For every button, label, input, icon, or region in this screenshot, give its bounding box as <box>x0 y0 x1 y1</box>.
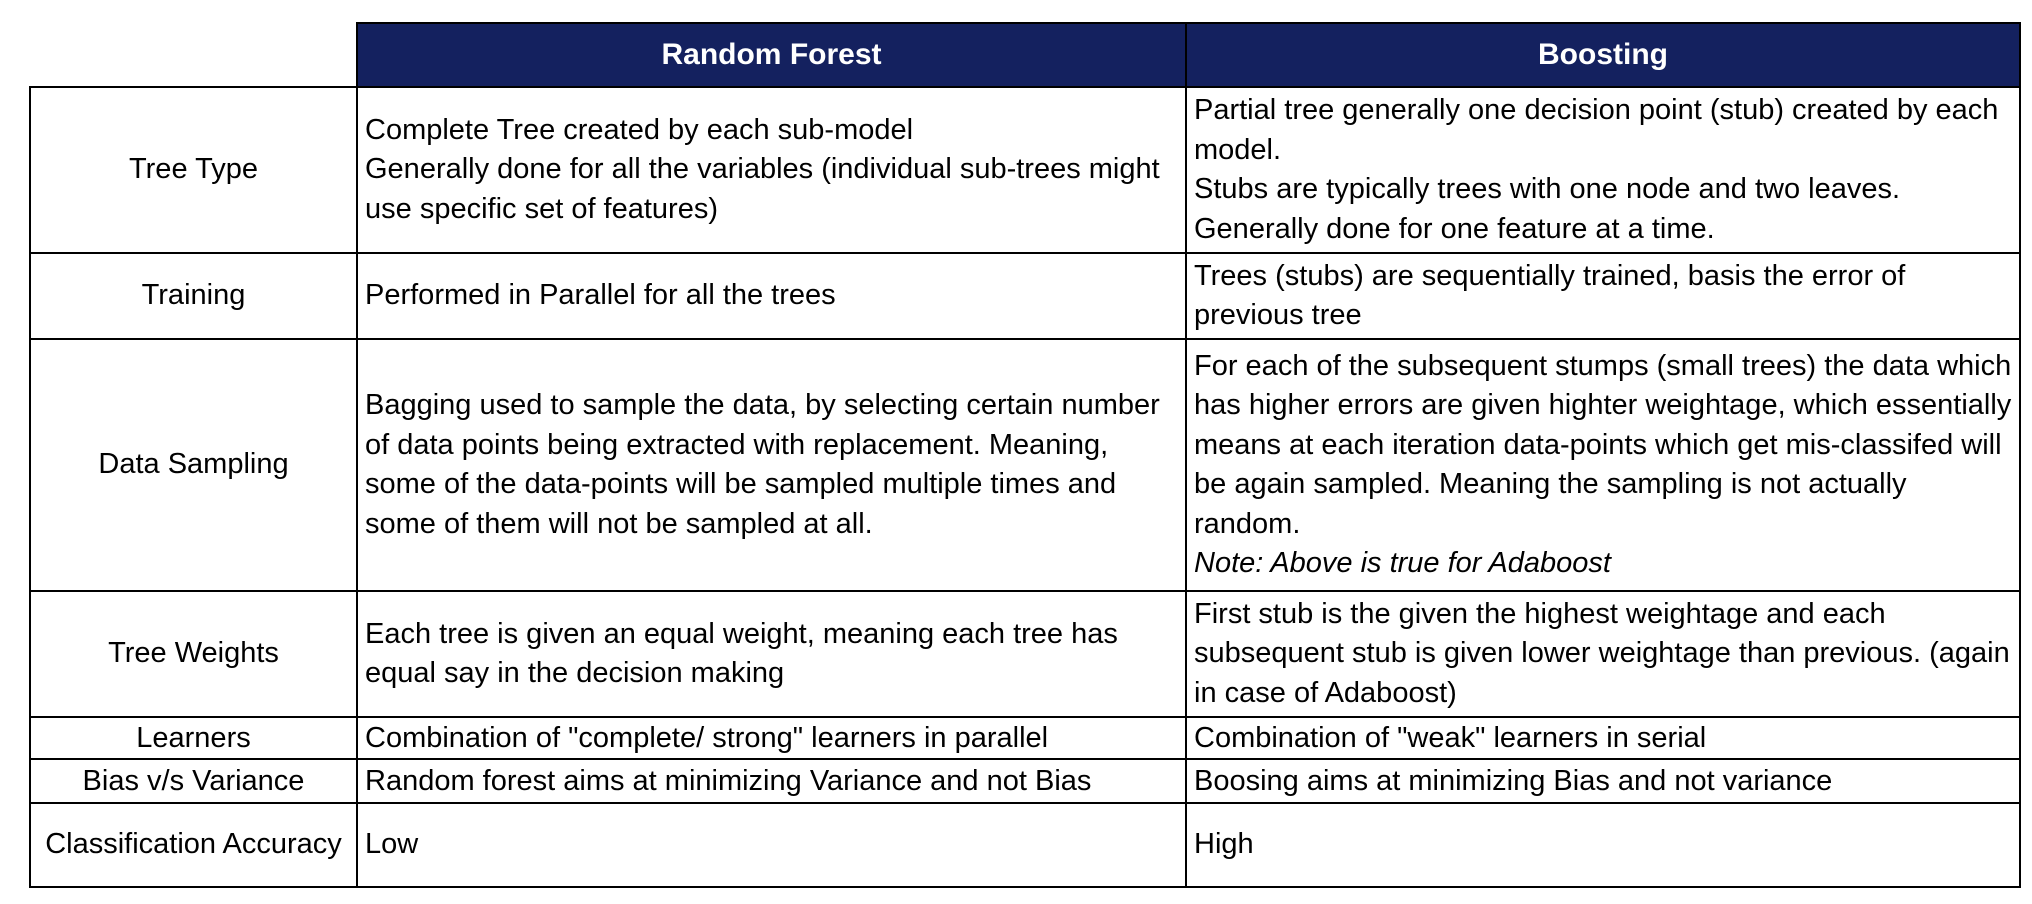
cell-line: Each tree is given an equal weight, mean… <box>365 617 1118 690</box>
cell-line: Bagging used to sample the data, by sele… <box>365 389 1160 540</box>
table-row: Tree Type Complete Tree created by each … <box>29 86 2021 254</box>
cell-random-forest-tree-weights: Each tree is given an equal weight, mean… <box>356 590 1187 718</box>
cell-line: Combination of "complete/ strong" learne… <box>365 722 1049 754</box>
comparison-table: Random Forest Boosting Tree Type Complet… <box>29 22 2021 888</box>
table-row: Classification Accuracy Low High <box>29 802 2021 888</box>
cell-line: Low <box>365 828 419 861</box>
cell-line: Generally done for all the variables (in… <box>365 153 1160 225</box>
cell-boosting-bias-variance: Boosing aims at minimizing Bias and not … <box>1185 758 2021 804</box>
cell-line: High <box>1194 828 1254 861</box>
header-corner-cell <box>30 23 357 88</box>
cell-line: Complete Tree created by each sub-model <box>365 113 914 146</box>
cell-note: Note: Above is true for Adaboost <box>1194 547 1611 579</box>
cell-line: Stubs are typically trees with one node … <box>1194 173 1901 205</box>
row-label-classification-accuracy: Classification Accuracy <box>29 802 358 888</box>
cell-line: Performed in Parallel for all the trees <box>365 279 836 312</box>
cell-random-forest-tree-type: Complete Tree created by each sub-model … <box>356 86 1187 254</box>
cell-line: Random forest aims at minimizing Varianc… <box>365 765 1092 797</box>
table-row: Tree Weights Each tree is given an equal… <box>29 590 2021 718</box>
cell-boosting-tree-type: Partial tree generally one decision poin… <box>1185 86 2021 254</box>
row-label-learners: Learners <box>29 716 358 760</box>
cell-line: Partial tree generally one decision poin… <box>1194 94 1999 166</box>
row-label-bias-variance: Bias v/s Variance <box>29 758 358 804</box>
row-label-data-sampling: Data Sampling <box>29 338 358 592</box>
cell-line: Generally done for one feature at a time… <box>1194 212 1715 245</box>
cell-random-forest-data-sampling: Bagging used to sample the data, by sele… <box>356 338 1187 592</box>
cell-line: Boosing aims at minimizing Bias and not … <box>1194 765 1833 797</box>
cell-boosting-tree-weights: First stub is the given the highest weig… <box>1185 590 2021 718</box>
cell-line: Combination of "weak" learners in serial <box>1194 722 1707 754</box>
cell-random-forest-classification-accuracy: Low <box>356 802 1187 888</box>
row-label-tree-weights: Tree Weights <box>29 590 358 718</box>
table-row: Data Sampling Bagging used to sample the… <box>29 338 2021 592</box>
cell-boosting-learners: Combination of "weak" learners in serial <box>1185 716 2021 760</box>
header-random-forest: Random Forest <box>356 22 1187 88</box>
table-row: Learners Combination of "complete/ stron… <box>29 716 2021 760</box>
header-boosting: Boosting <box>1185 22 2021 88</box>
row-label-tree-type: Tree Type <box>29 86 358 254</box>
cell-random-forest-learners: Combination of "complete/ strong" learne… <box>356 716 1187 760</box>
cell-random-forest-training: Performed in Parallel for all the trees <box>356 252 1187 340</box>
table-row: Bias v/s Variance Random forest aims at … <box>29 758 2021 804</box>
cell-boosting-data-sampling: For each of the subsequent stumps (small… <box>1185 338 2021 592</box>
cell-boosting-classification-accuracy: High <box>1185 802 2021 888</box>
cell-line: First stub is the given the highest weig… <box>1194 597 2010 709</box>
cell-line: Trees (stubs) are sequentially trained, … <box>1194 259 1906 332</box>
table-row: Training Performed in Parallel for all t… <box>29 252 2021 340</box>
cell-boosting-training: Trees (stubs) are sequentially trained, … <box>1185 252 2021 340</box>
row-label-training: Training <box>29 252 358 340</box>
cell-random-forest-bias-variance: Random forest aims at minimizing Varianc… <box>356 758 1187 804</box>
header-row: Random Forest Boosting <box>30 22 2021 88</box>
cell-line: For each of the subsequent stumps (small… <box>1194 349 2012 540</box>
